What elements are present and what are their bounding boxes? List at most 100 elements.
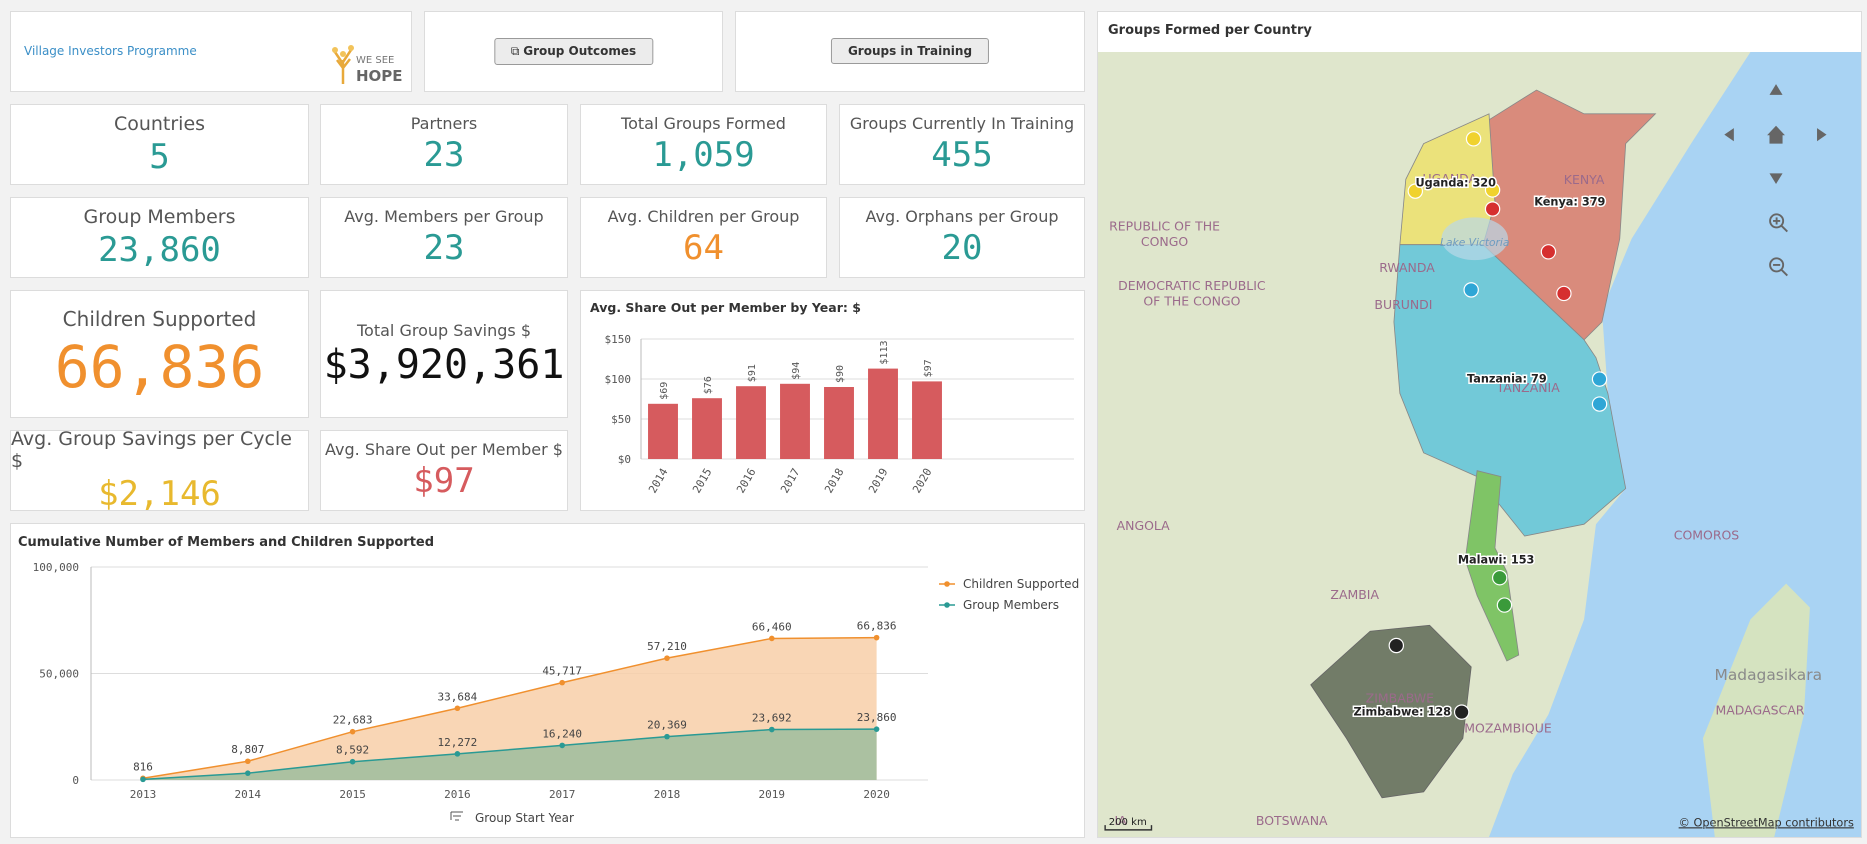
value-label: $94 [791,362,802,380]
tanzania [1393,244,1627,537]
marker[interactable] [1453,704,1470,720]
group-markers [1388,131,1608,720]
value-label: 45,717 [542,665,582,678]
x-axis-label: Group Start Year [475,811,574,825]
marker[interactable] [1465,131,1482,147]
kpi-value: 20 [941,228,983,268]
point [664,733,670,740]
button-panel: Groups in Training [735,11,1085,92]
zoom-in-icon [1773,217,1788,233]
home[interactable] [1767,125,1785,144]
y-tick-label: 50,000 [39,668,79,681]
line [142,636,877,780]
value-label: 20,369 [647,719,687,732]
groups-in-training-button[interactable]: Groups in Training [830,38,990,64]
x-tick-label: 2018 [822,466,847,495]
x-tick-label: 2016 [734,466,759,495]
x-tick-label: 2017 [778,466,803,495]
marker[interactable] [1496,597,1513,613]
country-label: COMOROS [1674,528,1740,543]
zoom-out[interactable] [1769,257,1785,273]
x-tick-label: 2014 [646,466,671,496]
point [349,728,356,735]
marker[interactable] [1556,285,1572,302]
attribution[interactable]: © OpenStreetMap contributors [1679,816,1854,829]
x-tick-label: 2015 [690,466,715,495]
value-label: 816 [133,760,153,773]
kpi: Total Groups Formed 1,059 [580,104,827,185]
x-tick-label: 2016 [444,788,471,801]
region-label: Zimbabwe: 128 [1353,706,1451,719]
point [245,770,251,776]
button-panel: ⧉ Group Outcomes [424,11,723,92]
marker[interactable] [1591,371,1608,387]
bar-chart-panel: Avg. Share Out per Member by Year: $ $0 $5… [580,290,1085,511]
x-tick-label: 2015 [339,788,366,801]
madagascar-land [1702,583,1810,837]
logo-text-top: WE SEE [356,55,395,66]
y-tick-label: $0 [618,453,631,466]
country-label: REPUBLIC OF THE [1109,218,1220,233]
value-label: 8,592 [336,744,369,757]
pan-down[interactable] [1769,173,1783,185]
kpi-value: 66,836 [54,333,265,401]
x-tick-label: 2019 [759,788,786,801]
marker[interactable] [1463,282,1479,298]
y-tick-label: $100 [605,373,632,386]
bar [912,381,942,459]
area-fill [143,729,877,780]
value-label: 8,807 [231,743,264,756]
marker[interactable] [1591,396,1608,412]
country-label: Madagasikara [1715,666,1823,684]
pan-left[interactable] [1724,128,1734,142]
app-title[interactable]: Village Investors Programme [24,44,197,58]
sort-icon [450,811,463,821]
point [140,776,146,783]
scale-bar [1104,825,1153,831]
value-label: $97 [923,359,934,377]
marker[interactable] [1484,182,1501,198]
marker[interactable] [1540,244,1557,260]
point [873,634,880,641]
pan-right[interactable] [1817,128,1827,142]
zoom-in[interactable] [1769,213,1785,229]
kpi: Partners 23 [320,104,568,185]
kpi-label: Total Group Savings $ [356,320,532,340]
kpi-value: 23 [423,135,465,175]
x-tick-label: 2017 [549,788,576,801]
kpi: Children Supported 66,836 [10,290,309,418]
kpi: Groups Currently In Training 455 [839,104,1085,185]
kpi-label: Avg. Orphans per Group [865,207,1059,226]
kpi-value: $3,920,361 [323,341,565,388]
value-label: 16,240 [542,727,582,740]
point [454,705,461,712]
marker[interactable] [1484,201,1501,217]
marker[interactable] [1491,569,1508,586]
y-tick-label: $150 [605,333,632,346]
kpi-value: 455 [931,135,993,175]
value-label: 33,684 [438,690,478,703]
y-tick-label: 100,000 [33,561,79,574]
map[interactable]: REPUBLIC OF THE CONGO DEMOCRATIC REPUBLI… [1098,52,1861,837]
country-label: KENYA [1564,172,1605,187]
value-label: 12,272 [438,736,478,749]
point [559,679,565,686]
region-label: Malawi: 153 [1458,553,1535,566]
bar [736,386,766,459]
pan-up[interactable] [1769,84,1783,95]
kpi-value: 1,059 [652,135,755,175]
line [142,728,877,781]
kpi-label: Avg. Share Out per Member $ [325,440,563,459]
kpi: Avg. Children per Group 64 [580,197,827,278]
group-outcomes-button[interactable]: ⧉ Group Outcomes [493,38,654,65]
kpi-value: 23,860 [98,229,221,270]
bar [648,403,678,459]
marker[interactable] [1407,183,1424,199]
point [664,655,670,661]
point [769,726,775,733]
kpi-label: Groups Currently In Training [849,114,1075,133]
kpi-value: 64 [683,228,724,268]
marker[interactable] [1388,637,1405,654]
lake [1441,217,1509,261]
value-label: 23,692 [752,712,792,725]
